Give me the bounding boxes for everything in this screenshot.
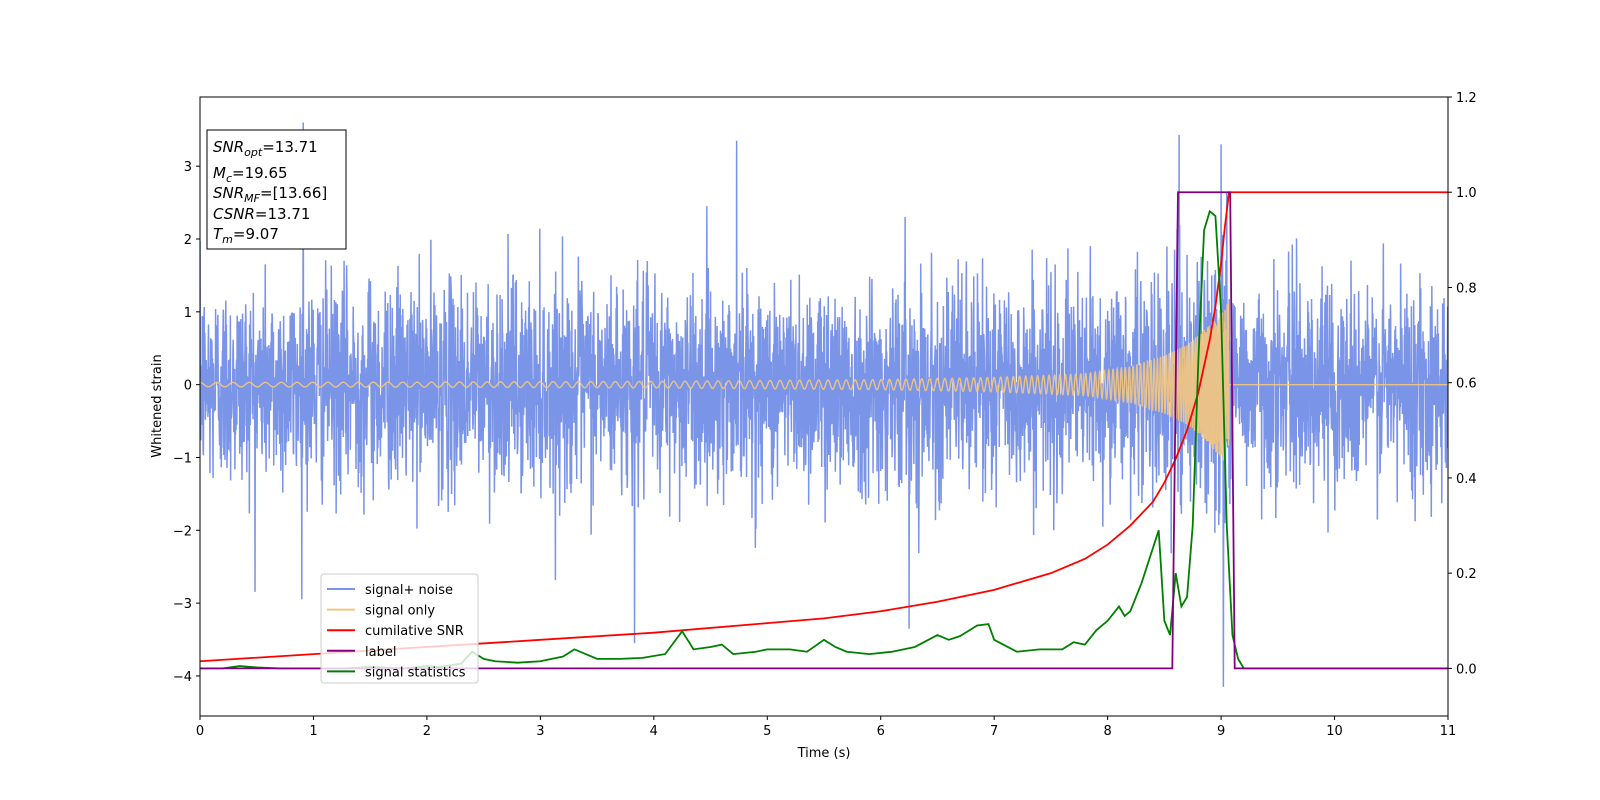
y-axis-label-left: Whitened strain bbox=[150, 354, 165, 457]
x-tick-label: 10 bbox=[1326, 724, 1343, 739]
x-axis-label: Time (s) bbox=[797, 746, 851, 761]
y-tick-label-left: 3 bbox=[184, 160, 192, 175]
x-tick-label: 8 bbox=[1103, 724, 1111, 739]
legend-label: signal only bbox=[365, 604, 435, 619]
legend-label: signal statistics bbox=[365, 665, 466, 680]
series-label bbox=[200, 191, 1448, 670]
x-tick-label: 9 bbox=[1217, 724, 1225, 739]
x-tick-label: 6 bbox=[877, 724, 885, 739]
y-axis-right: 0.0 0.2 0.4 0.6 0.8 1.0 1.2 bbox=[1448, 91, 1477, 677]
y-axis-left: −4 −3 −2 −1 0 1 2 3 bbox=[173, 160, 200, 685]
annotation-tm: Tm=9.07 bbox=[213, 225, 279, 246]
y-tick-label-left: 1 bbox=[184, 306, 192, 321]
y-tick-label-left: −2 bbox=[173, 524, 192, 539]
annotation-snr-mf: SNRMF=[13.66] bbox=[213, 184, 327, 205]
legend-label: label bbox=[365, 645, 396, 660]
legend-label: cumilative SNR bbox=[365, 624, 464, 639]
annotation-mc: Mc=19.65 bbox=[213, 164, 288, 185]
legend: signal+ noise signal only cumilative SNR la… bbox=[320, 573, 479, 684]
y-tick-label-left: 2 bbox=[184, 233, 192, 248]
x-tick-label: 11 bbox=[1440, 724, 1457, 739]
y-tick-label-left: −4 bbox=[173, 670, 192, 685]
y-tick-label-left: 0 bbox=[184, 379, 192, 394]
y-tick-label-right: 0.4 bbox=[1456, 472, 1477, 487]
x-tick-label: 0 bbox=[196, 724, 204, 739]
y-tick-label-right: 1.2 bbox=[1456, 91, 1477, 106]
legend-label: signal+ noise bbox=[365, 583, 453, 598]
y-tick-label-right: 0.0 bbox=[1456, 662, 1477, 677]
x-tick-label: 7 bbox=[990, 724, 998, 739]
plot-frame bbox=[199, 96, 1449, 717]
stats-annotation: SNRopt=13.71 Mc=19.65 SNRMF=[13.66] CSNR… bbox=[206, 129, 347, 250]
x-axis: 0 1 2 3 4 5 6 7 8 9 10 11 bbox=[196, 716, 1456, 739]
x-tick-label: 5 bbox=[763, 724, 771, 739]
y-tick-label-right: 0.8 bbox=[1456, 281, 1477, 296]
y-tick-label-left: −3 bbox=[173, 597, 192, 612]
x-tick-label: 1 bbox=[309, 724, 317, 739]
y-tick-label-right: 0.2 bbox=[1456, 567, 1477, 582]
y-tick-label-right: 0.6 bbox=[1456, 377, 1477, 392]
y-tick-label-right: 1.0 bbox=[1456, 186, 1477, 201]
x-tick-label: 3 bbox=[536, 724, 544, 739]
annotation-snr-opt: SNRopt=13.71 bbox=[213, 138, 318, 159]
annotation-csnr: CSNR=13.71 bbox=[213, 205, 310, 223]
series-signal-only bbox=[200, 303, 1448, 461]
x-tick-label: 2 bbox=[423, 724, 431, 739]
x-tick-label: 4 bbox=[650, 724, 658, 739]
series-cumulative-snr bbox=[200, 191, 1448, 663]
y-tick-label-left: −1 bbox=[173, 451, 192, 466]
